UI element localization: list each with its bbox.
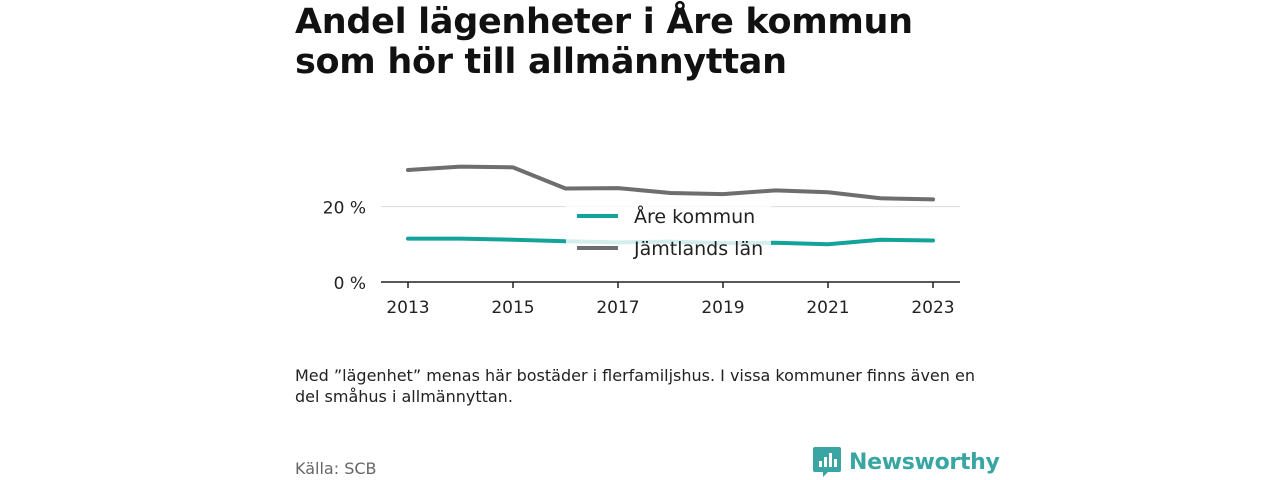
- x-tick-label: 2017: [596, 298, 639, 318]
- chart-note: Med ”lägenhet” menas här bostäder i fler…: [295, 366, 975, 406]
- x-tick-label: 2015: [491, 298, 534, 318]
- newsworthy-logo[interactable]: Newsworthy: [812, 446, 1000, 478]
- x-tick-label: 2023: [911, 298, 954, 318]
- y-tick-label: 0 %: [334, 274, 366, 294]
- axes: 0 % 20 % 2013 2015 2017 2019 2021 2023: [323, 199, 960, 318]
- legend-label: Jämtlands län: [633, 238, 763, 260]
- x-tick-label: 2019: [701, 298, 744, 318]
- series-line-2: [406, 164, 935, 202]
- legend-background: [566, 202, 771, 266]
- y-tick-label: 20 %: [323, 199, 366, 219]
- legend-label: Åre kommun: [634, 205, 755, 228]
- x-tick-label: 2013: [386, 298, 429, 318]
- source-label: Källa: SCB: [295, 459, 377, 478]
- x-tick-label: 2021: [806, 298, 849, 318]
- newsworthy-chart-bubble-icon: [813, 447, 841, 477]
- legend[interactable]: Åre kommun Jämtlands län: [566, 202, 771, 266]
- brand-name: Newsworthy: [849, 449, 1000, 475]
- chart-title: Andel lägenheter i Åre kommun som hör ti…: [295, 2, 913, 82]
